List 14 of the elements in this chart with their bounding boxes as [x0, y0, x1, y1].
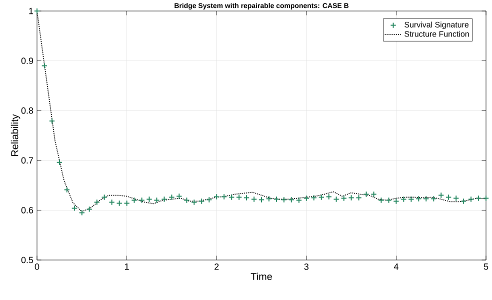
y-tick-label: 0.9 — [21, 58, 34, 64]
x-tick-label: 0 — [34, 264, 40, 270]
y-tick-label: 0.6 — [21, 207, 34, 214]
y-tick-label: 0.5 — [21, 256, 34, 264]
x-tick-label: 3 — [304, 264, 309, 270]
y-axis-title: Reliability — [10, 114, 20, 156]
x-tick-label: 4 — [394, 264, 398, 270]
x-axis-title: Time — [250, 272, 272, 280]
y-tick-label: 0.7 — [21, 157, 34, 164]
x-tick-label: 5 — [484, 264, 488, 270]
y-tick-label: 0.8 — [21, 107, 34, 114]
x-tick-label: 1 — [124, 264, 129, 270]
x-tick-label: 2 — [214, 264, 219, 270]
y-tick-label: 1 — [29, 8, 34, 14]
